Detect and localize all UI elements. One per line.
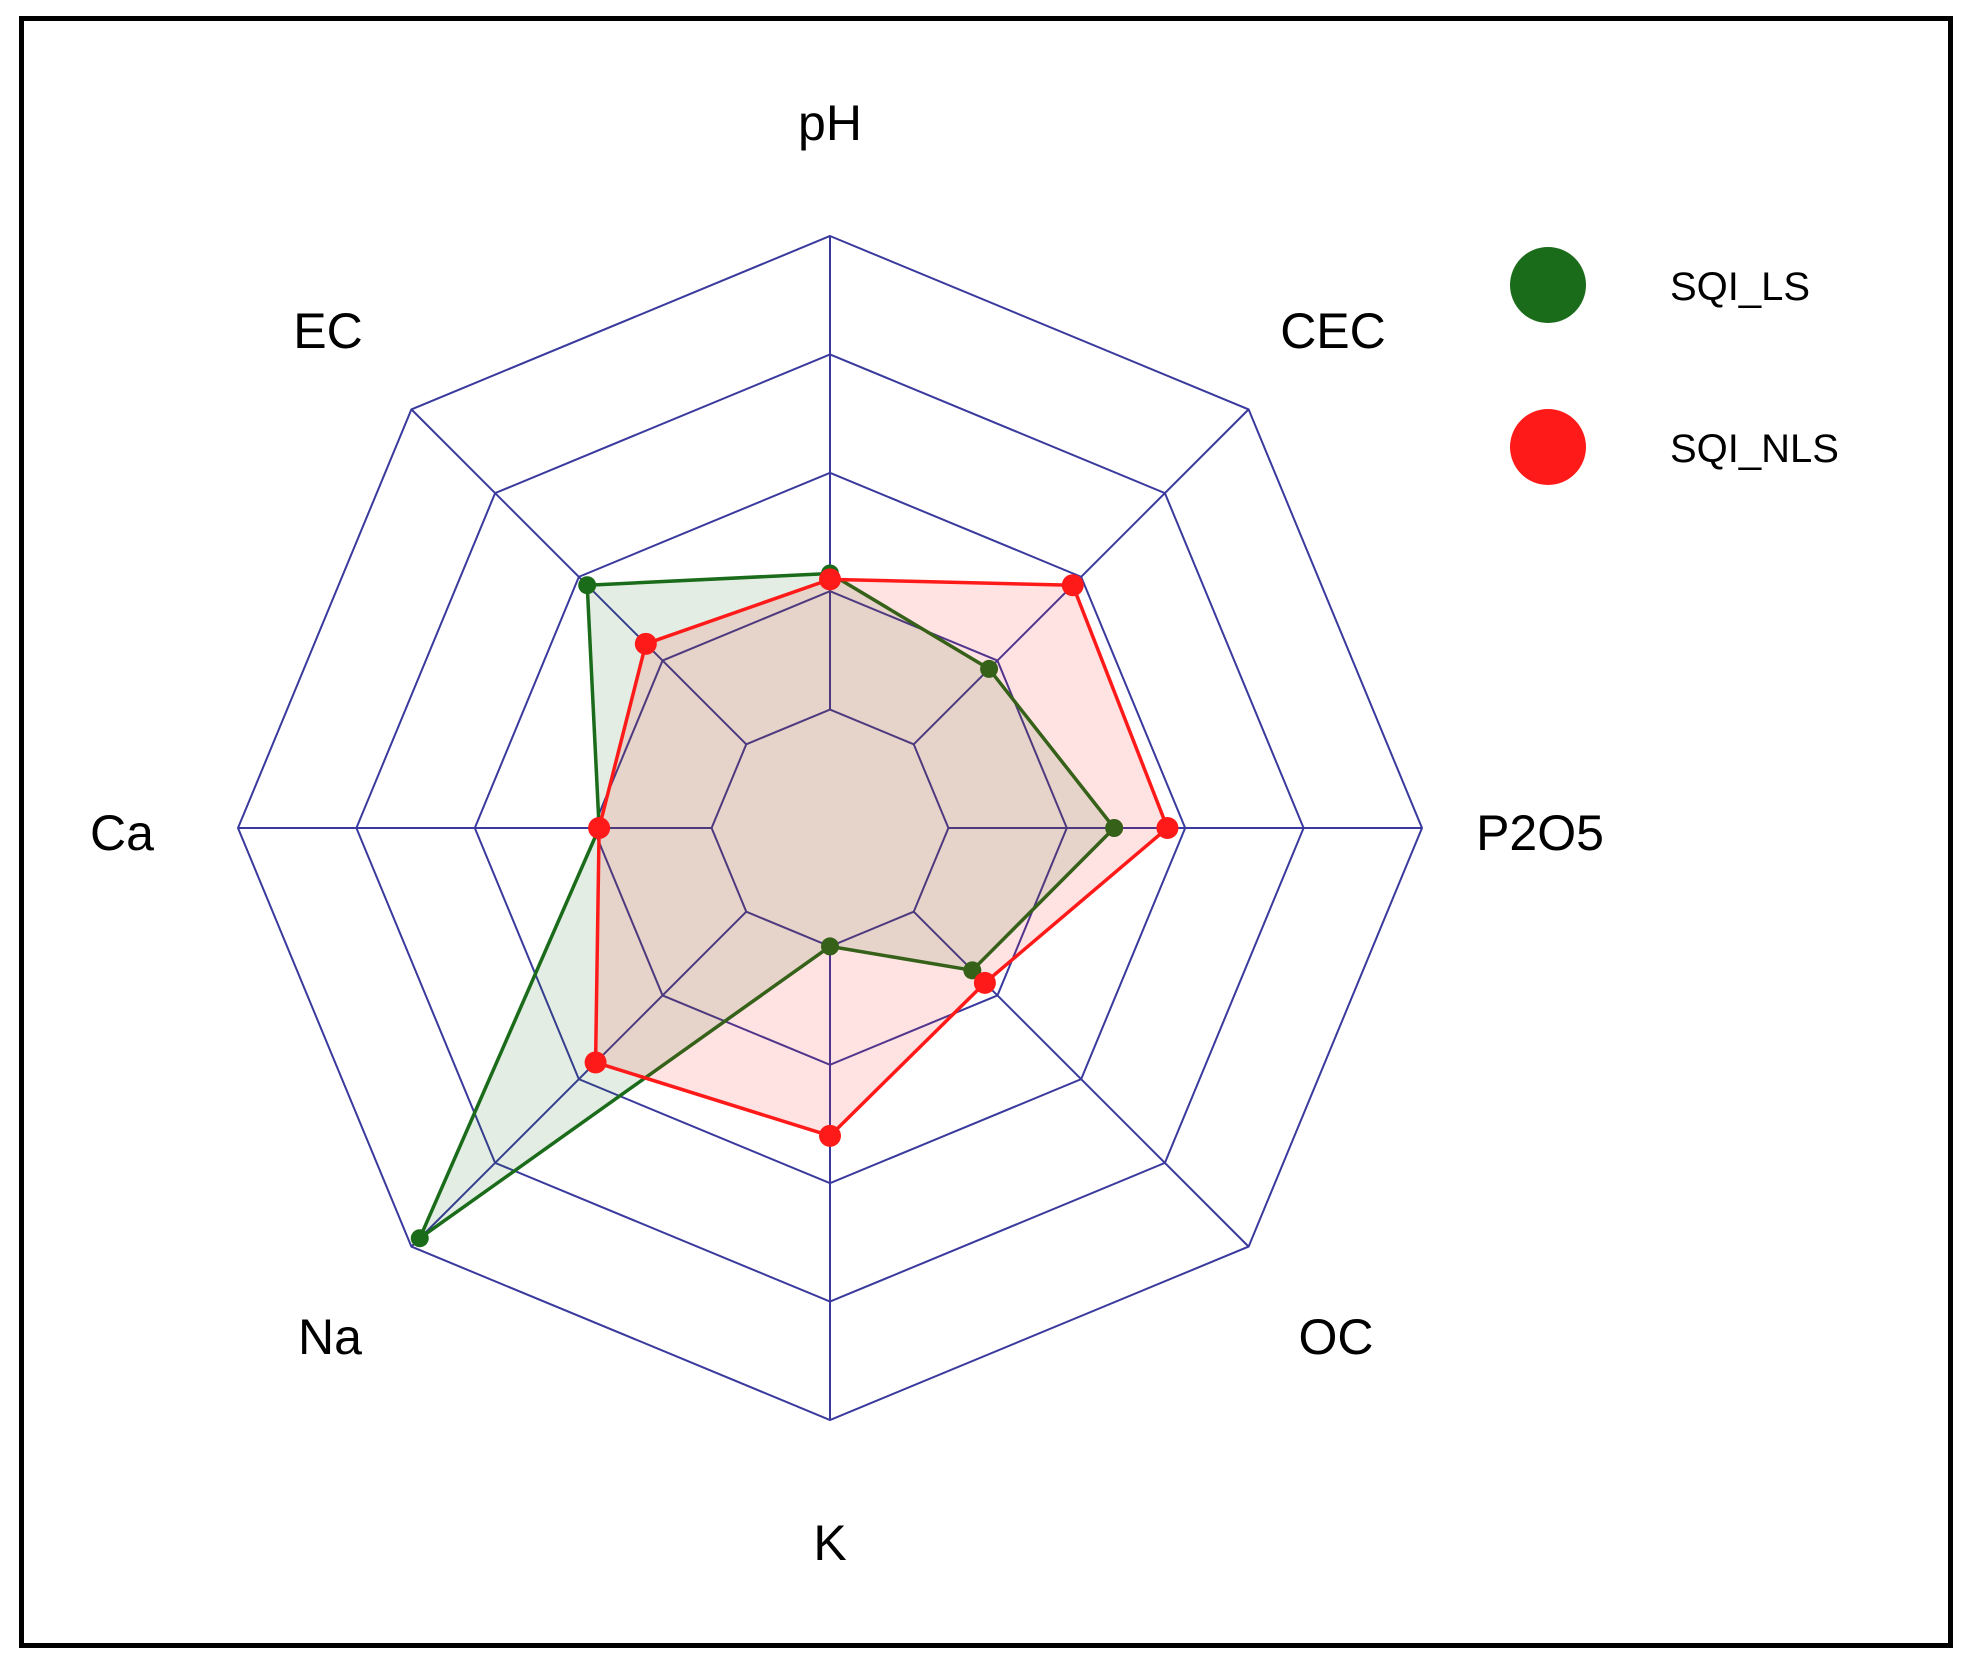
axis-label-7: EC xyxy=(293,303,362,359)
axis-label-4: K xyxy=(813,1515,846,1571)
data-point-1-4 xyxy=(819,1124,841,1147)
legend-label-sqi-nls: SQI_NLS xyxy=(1670,427,1839,471)
legend-marker-sqi-ls xyxy=(1510,247,1586,323)
data-point-1-5 xyxy=(584,1051,607,1074)
data-point-0-1 xyxy=(980,659,999,678)
data-point-1-7 xyxy=(634,632,657,655)
axis-label-1: CEC xyxy=(1280,303,1386,359)
axis-label-2: P2O5 xyxy=(1476,805,1604,861)
chart-frame xyxy=(19,16,1953,1648)
data-point-0-2 xyxy=(1105,819,1124,837)
axis-label-layer: pH CEC P2O5 OC K Na Ca EC xyxy=(90,95,1604,1571)
series-sqi-nls xyxy=(584,568,1179,1147)
data-point-0-3 xyxy=(963,961,982,980)
axis-label-0: pH xyxy=(798,95,862,151)
data-point-0-5 xyxy=(410,1229,429,1248)
series-layer xyxy=(410,564,1179,1248)
series-area-1 xyxy=(593,577,1170,1138)
data-point-0-4 xyxy=(821,937,839,956)
data-point-1-2 xyxy=(1156,817,1179,839)
data-point-1-3 xyxy=(973,971,996,994)
axis-label-5: Na xyxy=(298,1309,362,1365)
grid-spoke-5 xyxy=(410,911,747,1248)
axis-label-3: OC xyxy=(1299,1309,1374,1365)
data-point-1-1 xyxy=(1061,574,1084,597)
data-point-1-0 xyxy=(819,568,841,591)
legend: SQI_LS SQI_NLS xyxy=(1510,247,1839,485)
grid-spoke-1 xyxy=(913,408,1250,745)
legend-label-sqi-ls: SQI_LS xyxy=(1670,265,1810,309)
axis-label-6: Ca xyxy=(90,805,154,861)
data-point-1-6 xyxy=(588,817,611,839)
legend-marker-sqi-nls xyxy=(1510,409,1586,485)
grid-spoke-7 xyxy=(410,408,747,745)
data-point-0-7 xyxy=(578,576,597,595)
